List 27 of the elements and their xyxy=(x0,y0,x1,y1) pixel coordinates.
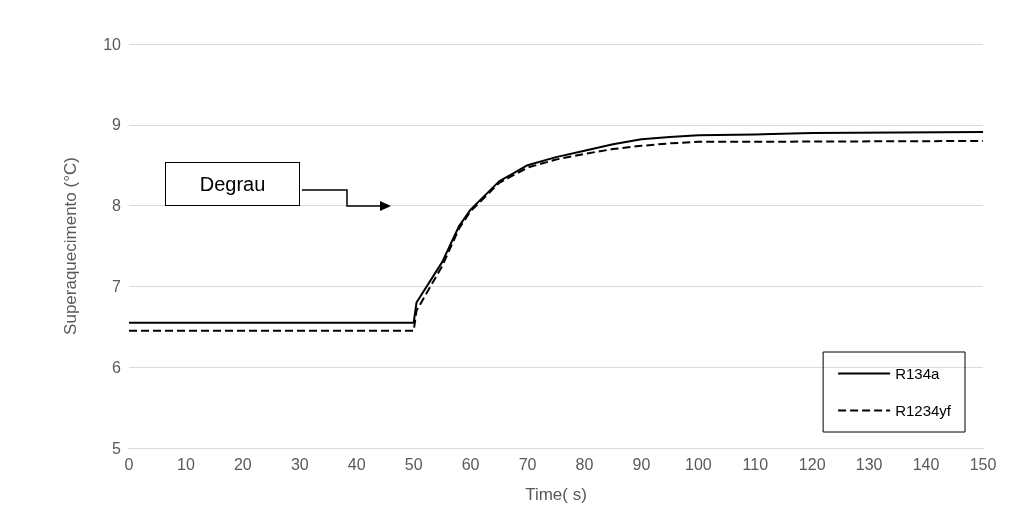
x-axis-title: Time( s) xyxy=(525,485,587,504)
x-tick-label: 100 xyxy=(684,455,712,473)
legend-label: R134a xyxy=(895,365,940,382)
x-tick-label: 40 xyxy=(347,455,366,473)
x-tick-label: 120 xyxy=(798,455,826,473)
x-tick-label: 50 xyxy=(404,455,423,473)
y-tick-label: 5 xyxy=(112,439,122,457)
y-axis-title: Superaquecimento (°C) xyxy=(61,157,80,335)
x-tick-label: 70 xyxy=(518,455,537,473)
y-tick-label: 8 xyxy=(112,197,122,215)
annotation: Degrau xyxy=(165,162,300,206)
x-tick-label: 110 xyxy=(742,455,769,473)
x-tick-label: 60 xyxy=(461,455,480,473)
x-tick-label: 0 xyxy=(124,455,134,473)
y-tick-label: 6 xyxy=(112,358,122,376)
x-tick-label: 90 xyxy=(632,455,651,473)
x-tick-label: 30 xyxy=(290,455,309,473)
x-tick-label: 20 xyxy=(233,455,252,473)
y-tick-label: 9 xyxy=(112,116,122,134)
y-tick-label: 10 xyxy=(103,35,122,53)
x-tick-label: 140 xyxy=(912,455,940,473)
x-tick-label: 130 xyxy=(855,455,883,473)
x-tick-label: 10 xyxy=(177,455,195,473)
x-tick-label: 80 xyxy=(575,455,594,473)
legend-label: R1234yf xyxy=(895,402,952,419)
y-tick-label: 7 xyxy=(112,277,122,295)
x-tick-label: 150 xyxy=(969,455,997,473)
